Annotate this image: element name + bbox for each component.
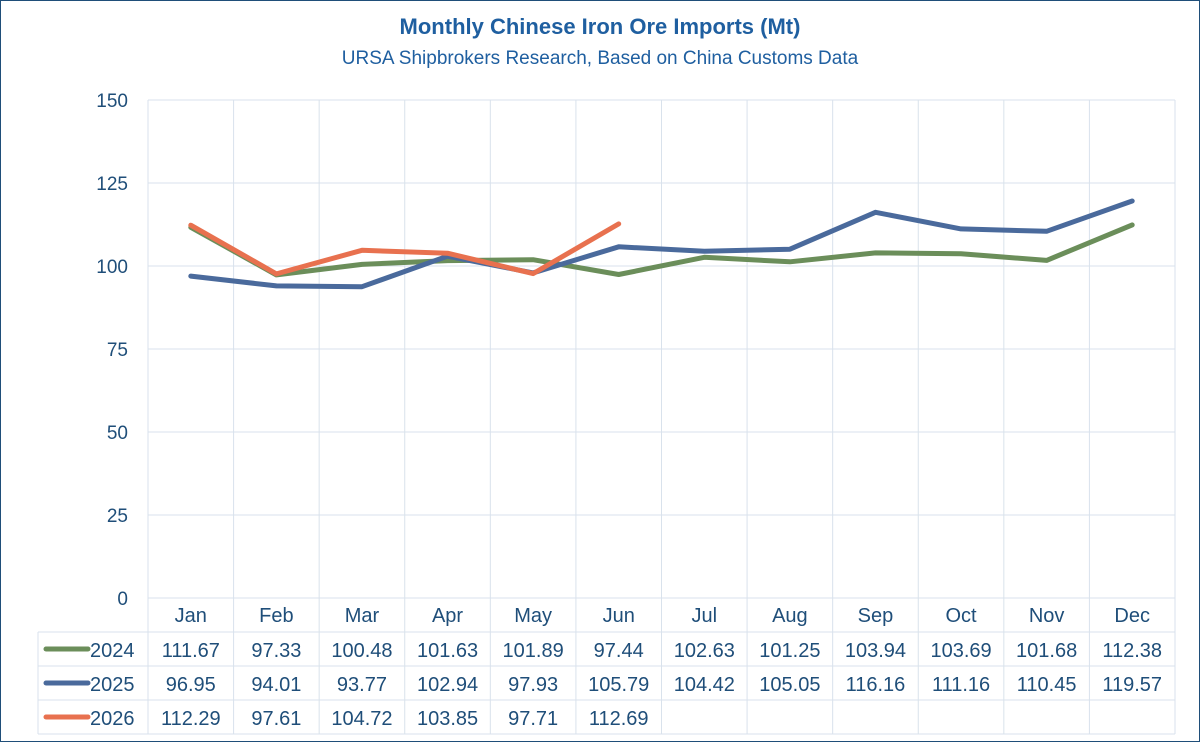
x-tick-label: Aug <box>772 605 808 627</box>
data-label: 101.25 <box>759 640 820 662</box>
x-tick-label: Sep <box>858 605 894 627</box>
series-line-2024 <box>188 222 1135 278</box>
data-label: 94.01 <box>251 674 301 696</box>
data-label: 112.38 <box>1102 640 1162 662</box>
data-label: 100.48 <box>331 640 392 662</box>
chart-subtitle: URSA Shipbrokers Research, Based on Chin… <box>341 48 859 69</box>
data-label: 97.44 <box>594 640 644 662</box>
data-label: 102.94 <box>417 674 478 696</box>
data-label: 111.67 <box>162 640 220 662</box>
data-label: 116.16 <box>846 674 906 696</box>
data-label: 104.42 <box>674 674 735 696</box>
series-line-2026 <box>188 221 622 277</box>
x-tick-label: Apr <box>432 605 463 627</box>
data-label: 112.69 <box>589 708 649 730</box>
data-label: 103.69 <box>930 640 991 662</box>
y-tick-label: 75 <box>107 340 128 361</box>
y-tick-label: 0 <box>117 589 128 610</box>
legend-label-2024: 2024 <box>90 640 135 662</box>
data-label: 101.89 <box>503 640 564 662</box>
y-axis-ticks: 0 25 50 75 100 125 150 <box>96 91 128 610</box>
data-label: 101.68 <box>1016 640 1077 662</box>
y-tick-label: 100 <box>96 257 128 278</box>
x-tick-label: Feb <box>259 605 293 627</box>
chart-title: Monthly Chinese Iron Ore Imports (Mt) <box>399 14 801 39</box>
y-tick-label: 50 <box>107 423 128 444</box>
data-label: 103.85 <box>417 708 478 730</box>
x-tick-label: Oct <box>945 605 977 627</box>
x-tick-label: Mar <box>345 605 380 627</box>
x-tick-label: Jul <box>692 605 718 627</box>
data-label: 97.71 <box>508 708 558 730</box>
data-label: 102.63 <box>674 640 735 662</box>
data-label: 105.79 <box>588 674 649 696</box>
data-label: 93.77 <box>337 674 387 696</box>
series-lines <box>188 198 1135 290</box>
data-table: Jan Feb Mar Apr May Jun Jul Aug Sep Oct Nov Dec 2024… <box>43 605 1162 730</box>
data-label: 103.94 <box>845 640 906 662</box>
data-label: 104.72 <box>331 708 392 730</box>
x-tick-label: May <box>514 605 552 627</box>
data-label: 97.61 <box>251 708 301 730</box>
data-label: 112.29 <box>161 708 221 730</box>
data-label: 96.95 <box>166 674 216 696</box>
series-line-2025 <box>188 198 1135 290</box>
grid-lines <box>37 99 1176 735</box>
data-label: 105.05 <box>759 674 820 696</box>
data-label: 110.45 <box>1017 674 1077 696</box>
data-label: 97.93 <box>508 674 558 696</box>
data-label: 111.16 <box>932 674 990 696</box>
legend-label-2025: 2025 <box>90 674 135 696</box>
x-tick-label: Jan <box>175 605 207 627</box>
y-tick-label: 125 <box>96 174 128 195</box>
data-label: 119.57 <box>1102 674 1162 696</box>
x-tick-label: Jun <box>603 605 635 627</box>
x-tick-label: Nov <box>1029 605 1065 627</box>
data-label: 101.63 <box>417 640 478 662</box>
x-tick-label: Dec <box>1114 605 1150 627</box>
y-tick-label: 25 <box>107 506 128 527</box>
data-label: 97.33 <box>251 640 301 662</box>
y-tick-label: 150 <box>96 91 128 112</box>
legend-label-2026: 2026 <box>90 708 135 730</box>
